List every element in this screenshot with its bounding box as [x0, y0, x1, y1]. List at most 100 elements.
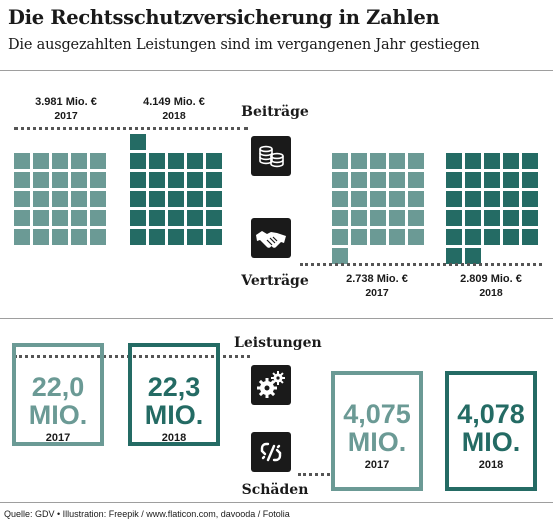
- beitraege-2018-square: [149, 172, 165, 188]
- beitraege-2018-square: [130, 229, 146, 245]
- vertraege-2017-square: [370, 191, 386, 207]
- vertraege-2018-square: [484, 153, 500, 169]
- vertraege-2018-square: [484, 210, 500, 226]
- vertraege-2017-square: [370, 210, 386, 226]
- leistungen-2018-number: 22,3: [147, 372, 201, 402]
- vertraege-2017-square: [351, 210, 367, 226]
- beitraege-2018-square: [149, 153, 165, 169]
- vertraege-2017-square: [389, 210, 405, 226]
- beitraege-2017-square: [33, 153, 49, 169]
- beitraege-2017-square: [33, 172, 49, 188]
- schaeden-2017-year: 2017: [364, 459, 390, 471]
- vertraege-2018-square: [503, 210, 519, 226]
- beitraege-2017-square: [52, 172, 68, 188]
- beitraege-2018-square: [206, 210, 222, 226]
- vertraege-2018-square: [503, 172, 519, 188]
- leistungen-2018-year: 2018: [161, 432, 187, 444]
- beitraege-2018-square: [149, 210, 165, 226]
- leistungen-dotted-line: [14, 355, 250, 358]
- vertraege-2018-square: [465, 229, 481, 245]
- vertraege-2018-label: 2.809 Mio. € 2018: [444, 273, 538, 299]
- leistungen-2017-year: 2017: [45, 432, 71, 444]
- vertraege-2017-square: [389, 153, 405, 169]
- vertraege-2017-square: [370, 172, 386, 188]
- vertraege-2018-square: [484, 172, 500, 188]
- handshake-icon: [251, 218, 291, 258]
- vertraege-2017-square: [332, 153, 348, 169]
- beitraege-2018-square: [206, 191, 222, 207]
- vertraege-2017-square: [332, 172, 348, 188]
- vertraege-dotted-line: [300, 263, 542, 266]
- vertraege-2017-square: [351, 191, 367, 207]
- beitraege-2017-square: [71, 153, 87, 169]
- beitraege-2017-square: [52, 191, 68, 207]
- vertraege-2017-square: [370, 229, 386, 245]
- schaeden-2018-unit: MIO.: [461, 427, 521, 457]
- beitraege-2017-square: [14, 153, 30, 169]
- schaeden-2017-unit: MIO.: [347, 427, 407, 457]
- footer-divider: [0, 502, 553, 503]
- leistungen-heading: Leistungen: [234, 335, 322, 351]
- beitraege-2018-square: [149, 191, 165, 207]
- vertraege-2018-square: [465, 248, 481, 264]
- vertraege-2017-square: [408, 191, 424, 207]
- beitraege-2017-square: [33, 210, 49, 226]
- beitraege-2018-square: [187, 153, 203, 169]
- vertraege-heading: Verträge: [241, 273, 309, 289]
- vertraege-2017-square: [389, 229, 405, 245]
- beitraege-2017-square: [14, 210, 30, 226]
- vertraege-2018-square: [446, 248, 462, 264]
- leistungen-2018-unit: MIO.: [144, 400, 204, 430]
- vertraege-2017-square: [332, 191, 348, 207]
- beitraege-heading: Beiträge: [241, 104, 309, 120]
- vertraege-2018-square: [522, 191, 538, 207]
- beitraege-2018-square: [187, 229, 203, 245]
- vertraege-2018-square: [484, 229, 500, 245]
- vertraege-2018-square: [465, 172, 481, 188]
- beitraege-2018-square: [206, 153, 222, 169]
- beitraege-2017-label: 3.981 Mio. € 2017: [20, 96, 112, 122]
- page-title: Die Rechtsschutzversicherung in Zahlen: [8, 6, 440, 29]
- beitraege-2017-square: [71, 191, 87, 207]
- beitraege-2018-square: [130, 153, 146, 169]
- beitraege-2018-square: [206, 172, 222, 188]
- vertraege-2018-year: 2018: [479, 287, 503, 299]
- beitraege-2018-square: [130, 210, 146, 226]
- beitraege-2017-square: [33, 191, 49, 207]
- beitraege-2018-square: [149, 229, 165, 245]
- vertraege-2018-square: [465, 191, 481, 207]
- beitraege-2017-square: [71, 172, 87, 188]
- vertraege-2018-square: [446, 229, 462, 245]
- beitraege-2018-square: [187, 191, 203, 207]
- beitraege-2017-value: 3.981 Mio. €: [35, 96, 97, 108]
- vertraege-2018-square: [484, 191, 500, 207]
- vertraege-2018-squares: [446, 153, 538, 264]
- header-divider: [0, 70, 553, 71]
- beitraege-2018-square: [206, 229, 222, 245]
- vertraege-2018-square: [503, 229, 519, 245]
- vertraege-2018-square: [465, 153, 481, 169]
- beitraege-2017-square: [14, 172, 30, 188]
- beitraege-2017-square: [52, 153, 68, 169]
- beitraege-2018-square: [130, 191, 146, 207]
- beitraege-2017-square: [71, 210, 87, 226]
- vertraege-2017-square: [332, 210, 348, 226]
- vertraege-2018-square: [465, 210, 481, 226]
- beitraege-2017-square: [71, 229, 87, 245]
- beitraege-2017-square: [90, 210, 106, 226]
- schaeden-dotted-line: [298, 473, 330, 476]
- gears-icon: [251, 365, 291, 405]
- section-divider: [0, 318, 553, 319]
- vertraege-2017-squares: [332, 153, 424, 264]
- vertraege-2017-square: [408, 172, 424, 188]
- beitraege-2018-square: [187, 172, 203, 188]
- vertraege-2017-square: [370, 153, 386, 169]
- vertraege-2017-square: [351, 153, 367, 169]
- coins-icon: [251, 136, 291, 176]
- beitraege-2017-square: [90, 172, 106, 188]
- beitraege-2017-year: 2017: [54, 110, 78, 122]
- vertraege-2018-square: [522, 210, 538, 226]
- beitraege-2018-square: [130, 172, 146, 188]
- schaeden-heading: Schäden: [241, 482, 309, 498]
- beitraege-2018-value: 4.149 Mio. €: [143, 96, 205, 108]
